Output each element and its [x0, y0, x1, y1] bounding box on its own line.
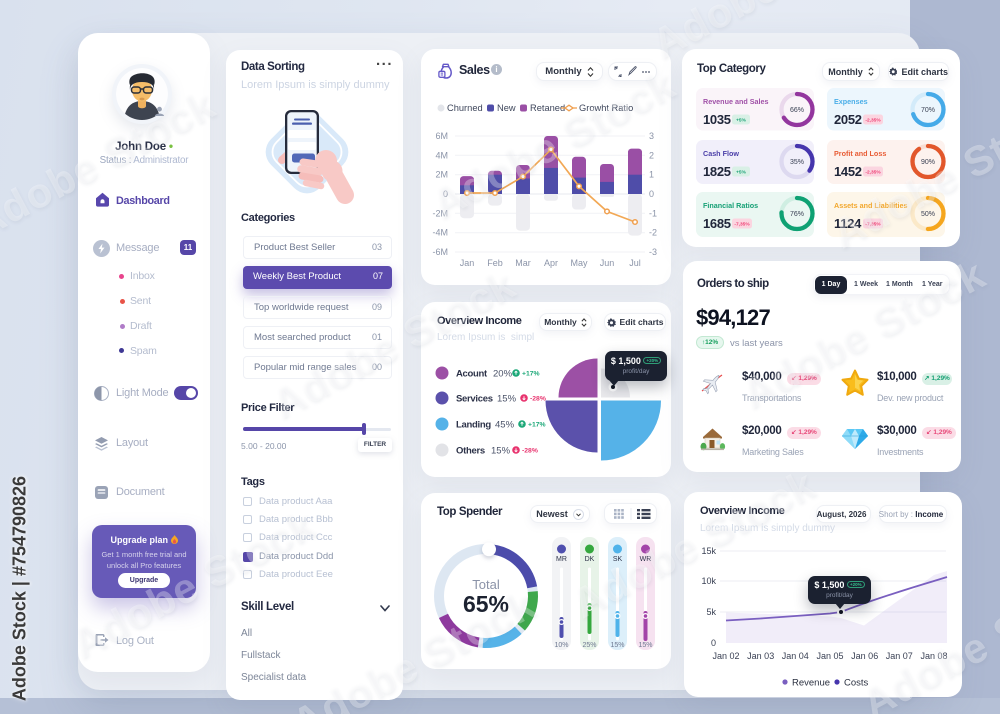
svg-text:15k: 15k	[701, 546, 716, 556]
svg-text:Jan 06: Jan 06	[851, 651, 878, 661]
svg-text:Jan 02: Jan 02	[712, 651, 739, 661]
svg-text:-28%: -28%	[530, 396, 546, 403]
svg-text:Jul: Jul	[629, 258, 641, 268]
svg-text:90%: 90%	[921, 159, 935, 166]
svg-text:20%: 20%	[493, 369, 513, 380]
svg-text:2M: 2M	[435, 170, 448, 180]
svg-text:-4M: -4M	[433, 228, 449, 238]
svg-text:1124: 1124	[834, 216, 862, 231]
svg-text:1035: 1035	[703, 112, 731, 127]
svg-text:Landing: Landing	[456, 420, 491, 431]
svg-text:10k: 10k	[701, 576, 716, 586]
svg-text:45%: 45%	[495, 420, 515, 431]
svg-text:35%: 35%	[790, 159, 804, 166]
svg-text:1825: 1825	[703, 164, 731, 179]
svg-text:New: New	[497, 103, 516, 113]
svg-text:Jan: Jan	[460, 258, 475, 268]
svg-text:Cash Flow: Cash Flow	[703, 149, 739, 158]
svg-text:4M: 4M	[435, 150, 448, 160]
svg-text:3: 3	[649, 131, 654, 141]
svg-text:-1: -1	[649, 208, 657, 218]
svg-text:Total: Total	[472, 577, 500, 592]
svg-text:Services: Services	[456, 394, 493, 405]
svg-text:Acount: Acount	[456, 369, 488, 380]
svg-text:15%: 15%	[497, 394, 517, 405]
svg-text:Jan 05: Jan 05	[816, 651, 843, 661]
svg-text:Expenses: Expenses	[834, 97, 868, 106]
svg-text:MR: MR	[556, 556, 567, 563]
svg-text:-2M: -2M	[433, 208, 449, 218]
svg-text:Jun: Jun	[600, 258, 615, 268]
svg-text:-3: -3	[649, 247, 657, 257]
svg-text:DK: DK	[585, 556, 595, 563]
svg-text:50%: 50%	[921, 211, 935, 218]
svg-text:25%: 25%	[582, 642, 596, 649]
svg-text:+17%: +17%	[522, 371, 540, 378]
svg-text:SK: SK	[613, 556, 623, 563]
svg-text:Feb: Feb	[487, 258, 503, 268]
svg-text:Growht Ratio: Growht Ratio	[579, 103, 633, 113]
svg-text:Jan 03: Jan 03	[747, 651, 774, 661]
svg-text:1452: 1452	[834, 164, 862, 179]
svg-text:+5%: +5%	[736, 170, 746, 176]
svg-text:2052: 2052	[834, 112, 862, 127]
svg-text:1685: 1685	[703, 216, 731, 231]
svg-text:-28%: -28%	[522, 448, 538, 455]
svg-text:Revenue and Sales: Revenue and Sales	[703, 97, 769, 106]
svg-text:5k: 5k	[706, 607, 716, 617]
svg-text:-2,35%: -2,35%	[865, 118, 881, 124]
svg-text:-2,35%: -2,35%	[865, 170, 881, 176]
svg-text:-7,35%: -7,35%	[865, 222, 881, 228]
svg-text:May: May	[570, 258, 588, 268]
svg-text:1: 1	[649, 170, 654, 180]
svg-text:6M: 6M	[435, 131, 448, 141]
svg-text:Apr: Apr	[544, 258, 558, 268]
svg-text:Jan 08: Jan 08	[920, 651, 947, 661]
svg-text:Profit and Loss: Profit and Loss	[834, 149, 886, 158]
svg-text:15%: 15%	[491, 446, 511, 457]
svg-text:Churned: Churned	[447, 103, 483, 113]
svg-text:Costs: Costs	[844, 678, 869, 689]
svg-text:Mar: Mar	[515, 258, 531, 268]
svg-text:Others: Others	[456, 446, 485, 457]
svg-text:70%: 70%	[921, 107, 935, 114]
svg-text:66%: 66%	[790, 107, 804, 114]
svg-text:Jan 04: Jan 04	[782, 651, 809, 661]
svg-text:Retaned: Retaned	[530, 103, 565, 113]
svg-text:65%: 65%	[463, 591, 509, 617]
svg-text:-6M: -6M	[433, 247, 449, 257]
svg-text:+5%: +5%	[736, 118, 746, 124]
svg-text:2: 2	[649, 150, 654, 160]
svg-text:WR: WR	[640, 556, 652, 563]
svg-text:76%: 76%	[790, 211, 804, 218]
svg-text:+17%: +17%	[528, 422, 546, 429]
svg-text:0: 0	[649, 189, 654, 199]
svg-text:-2: -2	[649, 228, 657, 238]
svg-text:10%: 10%	[554, 642, 568, 649]
svg-text:15%: 15%	[638, 642, 652, 649]
svg-text:Assets and Liabilities: Assets and Liabilities	[834, 201, 908, 210]
svg-text:Financial Ratios: Financial Ratios	[703, 201, 758, 210]
svg-text:Revenue: Revenue	[792, 678, 830, 689]
svg-text:-7,35%: -7,35%	[734, 222, 750, 228]
svg-text:0: 0	[443, 189, 448, 199]
svg-text:15%: 15%	[610, 642, 624, 649]
svg-text:0: 0	[711, 638, 716, 648]
svg-text:Jan 07: Jan 07	[886, 651, 913, 661]
